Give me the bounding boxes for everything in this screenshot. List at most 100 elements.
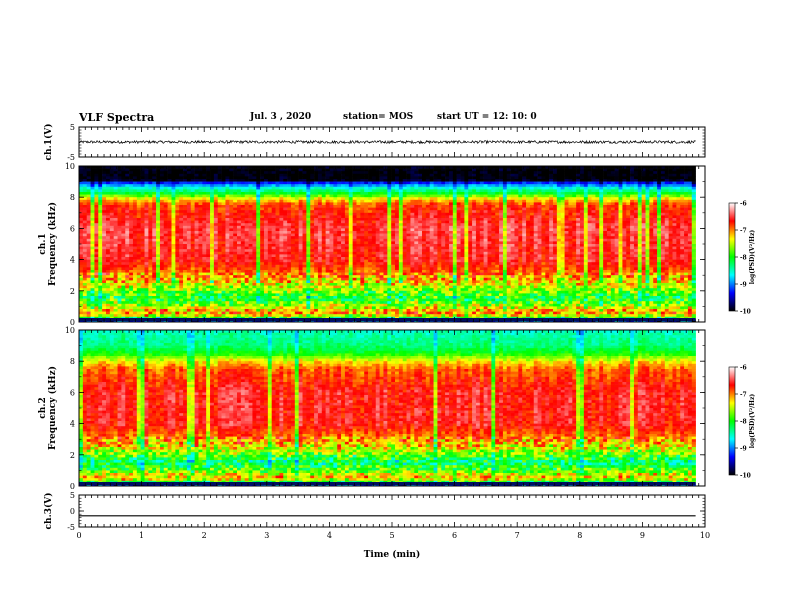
spectrogram-cell [306,168,311,172]
spectrogram-cell [260,179,265,182]
spectrogram-cell [560,218,565,221]
spectrogram-cell [152,220,157,224]
spectrogram-cell [657,231,662,234]
spectrogram-cell [533,171,538,175]
spectrogram-cell [406,176,411,180]
spectrogram-cell [672,171,677,175]
spectrogram-cell [402,197,407,201]
spectrogram-cell [514,205,519,208]
spectrogram-cell [622,228,627,232]
spectrogram-cell [660,176,666,180]
spectrogram-cell [213,223,219,227]
spectrogram-cell [375,236,380,240]
spectrogram-cell [267,218,272,221]
spectrogram-cell [637,171,642,175]
spectrogram-cell [664,210,669,214]
spectrogram-cell [633,192,639,195]
spectrogram-cell [375,228,380,232]
spectrogram-cell [298,228,303,232]
spectrogram-cell [383,210,388,214]
spectrogram-cell [352,207,357,211]
spectrogram-cell [595,207,600,211]
spectrogram-cell [564,228,569,232]
spectrogram-cell [98,210,103,214]
spectrogram-cell [186,168,192,172]
spectrogram-cell [603,168,608,172]
spectrogram-cell [448,168,454,172]
spectrogram-cell [144,168,149,172]
spectrogram-cell [479,186,484,190]
spectrogram-cell [684,233,689,237]
spectrogram-cell [495,181,500,185]
spectrogram-cell [229,225,234,229]
spectrogram-cell [664,202,669,206]
spectrogram-cell [583,168,588,172]
spectrogram-cell [356,215,361,219]
spectrogram-cell [560,225,565,229]
spectrogram-cell [314,199,319,203]
spectrogram-cell [506,225,511,229]
spectrogram-cell [186,202,192,206]
spectrogram-cell [129,202,134,206]
spectrogram-cell [387,218,392,221]
spectrogram-cell [657,236,662,240]
spectrogram-cell [152,173,157,177]
spectrogram-cell [633,171,639,175]
spectrogram-cell [564,166,569,169]
spectrogram-cell [333,231,338,234]
spectrogram-cell [664,223,669,227]
spectrogram-cell [587,197,592,201]
spectrogram-cell [302,233,307,237]
spectrogram-cell [260,192,265,195]
spectrogram-cell [445,210,450,214]
spectrogram-cell [452,184,457,188]
spectrogram-cell [491,179,496,182]
spectrogram-cell [159,207,165,211]
spectrogram-cell [194,197,199,201]
spectrogram-cell [668,166,673,169]
spectrogram-cell [244,168,249,172]
spectrogram-cell [599,166,604,169]
spectrogram-cell [406,231,411,234]
spectrogram-cell [260,231,265,234]
spectrogram-cell [383,223,388,227]
spectrogram-cell [144,192,149,195]
spectrogram-cell [603,171,608,175]
spectrogram-cell [371,166,377,169]
spectrogram-cell [510,197,515,201]
spectrogram-cell [105,192,111,195]
spectrogram-cell [275,218,280,221]
spectrogram-cell [614,194,619,198]
spectrogram-cell [109,228,114,232]
spectrogram-cell [167,236,172,240]
spectrogram-cell [537,233,542,237]
spectrogram-cell [344,215,350,219]
spectrogram-cell [244,173,249,177]
spectrogram-cell [541,231,546,234]
spectrogram-cell [271,223,276,227]
spectrogram-cell [676,171,681,175]
spectrogram-cell [587,171,592,175]
spectrogram-cell [464,184,469,188]
spectrogram-cell [630,189,635,193]
spectrogram-cell [225,194,230,198]
spectrogram-cell [206,189,211,193]
spectrogram-cell [260,236,265,240]
spectrogram-cell [529,171,535,175]
spectrogram-cell [352,171,357,175]
spectrogram-cell [472,228,477,232]
spectrogram-cell [645,202,650,206]
spectrogram-cell [202,192,207,195]
spectrogram-cell [406,212,411,216]
spectrogram-cell [344,166,350,169]
spectrogram-cell [82,210,87,214]
spectrogram-cell [414,215,419,219]
spectrogram-cell [109,212,114,216]
spectrogram-cell [260,171,265,175]
spectrogram-cell [437,205,442,208]
spectrogram-cell [190,194,195,198]
spectrogram-cell [248,189,253,193]
spectrogram-cell [410,236,415,240]
spectrogram-cell [395,233,400,237]
spectrogram-cell [633,215,639,219]
